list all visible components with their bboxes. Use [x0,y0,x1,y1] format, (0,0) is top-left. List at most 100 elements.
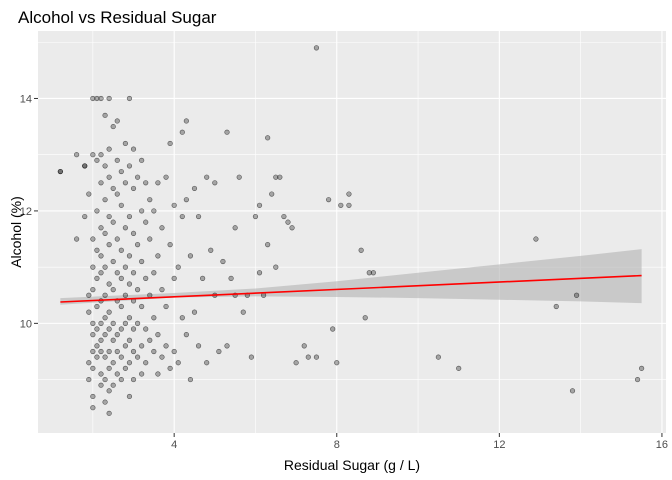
data-point [248,354,254,360]
data-point [98,180,104,186]
data-point [118,275,124,281]
data-point [171,275,177,281]
y-tick-label: 10 [20,318,32,330]
data-point [159,287,165,293]
data-point [114,348,120,355]
data-point [90,287,96,293]
data-point [118,202,124,208]
data-point [94,208,100,214]
data-point [110,123,116,130]
y-tick-label: 12 [20,206,32,218]
data-point [151,348,157,355]
data-point [143,360,149,366]
data-point [155,371,161,377]
data-point [362,315,368,321]
data-point [106,410,112,416]
data-point [114,118,120,124]
data-point [94,157,100,163]
data-point [94,354,100,360]
data-point [293,360,299,366]
data-point [326,197,332,203]
data-point [533,236,539,242]
data-point [139,208,145,214]
data-point [301,343,307,349]
data-point [126,163,133,169]
data-point [155,180,161,186]
confidence-band [60,249,642,305]
data-point [313,45,320,51]
data-point [86,191,92,197]
data-point [163,303,169,310]
data-point [90,348,96,355]
data-point [256,202,263,208]
data-point [639,365,645,371]
data-point [114,270,120,276]
data-point [195,213,202,220]
data-point [273,174,279,180]
data-point [126,213,133,220]
data-point [171,202,177,208]
data-point [110,219,116,225]
data-point [106,309,112,315]
x-tick-label: 12 [493,439,505,451]
data-point [110,185,116,192]
data-point [163,343,169,349]
data-point [143,219,149,225]
data-point [334,360,340,366]
data-point [179,315,185,321]
data-point [208,247,214,253]
data-point [94,343,100,349]
data-point [289,225,295,231]
x-tick-label: 4 [171,439,177,451]
data-point [183,197,189,203]
data-point [102,399,108,405]
data-point [106,326,112,332]
scatter-points [57,45,645,416]
data-point [90,393,96,400]
data-point [102,354,108,360]
data-point [110,320,116,326]
data-point [134,354,141,360]
data-point [122,292,128,298]
data-point [155,253,161,259]
data-point [110,337,116,343]
data-point [159,354,165,360]
data-point [110,360,116,366]
data-point [118,326,124,332]
data-point [98,320,104,326]
data-point [74,236,80,242]
data-point [98,348,104,355]
data-point [139,157,145,163]
data-point [106,348,112,355]
x-tick-label: 8 [334,439,340,451]
data-point [187,253,194,259]
data-point [94,275,100,281]
data-point [195,343,202,349]
x-axis: 4 8 12 16 [171,433,668,451]
data-point [147,292,153,298]
data-point [126,95,133,102]
data-point [106,95,112,102]
data-point [114,191,120,197]
data-point [102,112,108,118]
data-point [98,371,104,377]
data-point [204,174,210,180]
data-point [569,388,576,394]
data-point [179,213,185,220]
data-point [90,95,96,102]
data-point [228,275,234,281]
data-point [224,343,230,349]
data-point [122,264,128,270]
data-point [126,360,133,366]
x-axis-title: Residual Sugar (g / L) [284,457,420,473]
data-point [151,270,157,276]
data-point [212,180,218,186]
data-point [265,135,271,141]
data-point [122,343,128,349]
data-point [106,213,112,220]
data-point [130,270,137,276]
data-point [114,157,120,163]
data-point [110,287,116,293]
y-axis: 10 12 14 [20,93,38,330]
data-point [106,146,112,152]
